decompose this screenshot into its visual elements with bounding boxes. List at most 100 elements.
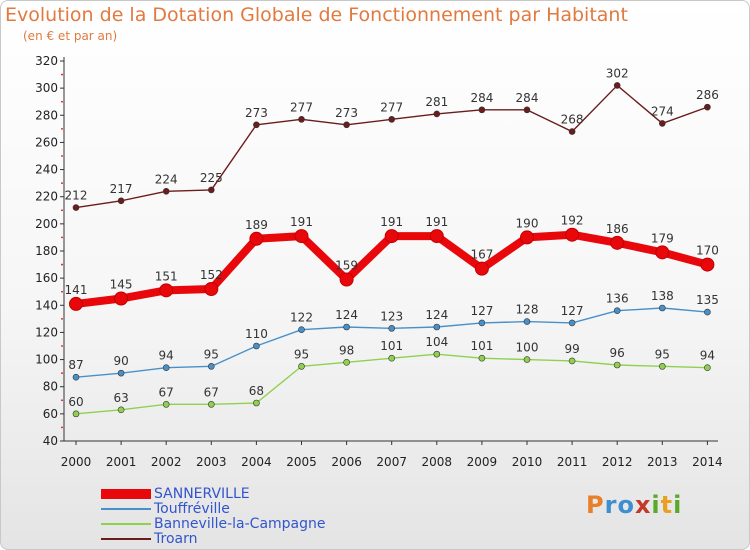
y-minor-tick xyxy=(61,182,63,185)
data-point xyxy=(658,120,666,127)
y-minor-tick xyxy=(61,100,63,103)
axes xyxy=(63,57,718,442)
data-label: 90 xyxy=(113,354,128,368)
data-point xyxy=(117,197,125,205)
x-tick-label: 2003 xyxy=(196,455,227,469)
data-label: 191 xyxy=(425,215,448,229)
data-point xyxy=(433,323,441,331)
y-minor-tick xyxy=(61,317,63,320)
data-label: 136 xyxy=(606,292,629,306)
y-minor-tick xyxy=(61,399,63,402)
series-troarn xyxy=(72,82,711,211)
data-label: 94 xyxy=(700,349,715,363)
data-point xyxy=(700,257,715,272)
data-point xyxy=(520,230,534,245)
y-minor-tick xyxy=(61,236,63,239)
data-point xyxy=(658,304,666,312)
x-tick-label: 2010 xyxy=(512,455,543,469)
data-label: 145 xyxy=(110,278,133,292)
data-label: 274 xyxy=(651,104,674,118)
y-minor-tick xyxy=(61,73,63,76)
data-point xyxy=(704,308,711,316)
data-label: 99 xyxy=(564,342,579,356)
data-point xyxy=(523,318,531,325)
data-point xyxy=(610,235,625,250)
data-point xyxy=(613,361,621,369)
data-point xyxy=(69,296,83,311)
y-tick-label: 260 xyxy=(35,135,58,149)
x-tick-label: 2012 xyxy=(602,455,633,469)
x-tick-label: 2001 xyxy=(106,455,137,469)
y-tick-label: 140 xyxy=(35,298,58,312)
x-tick-label: 2011 xyxy=(557,455,588,469)
data-label: 152 xyxy=(200,268,223,282)
y-tick-label: 200 xyxy=(35,217,58,231)
data-label: 123 xyxy=(380,309,403,323)
series-layer xyxy=(69,82,715,418)
data-point xyxy=(208,186,215,194)
data-label: 189 xyxy=(245,218,268,232)
data-point xyxy=(162,364,170,372)
data-point xyxy=(159,283,174,298)
data-point xyxy=(704,103,711,111)
data-point xyxy=(523,106,531,114)
data-label: 124 xyxy=(335,308,358,322)
data-label: 224 xyxy=(155,172,178,186)
y-tick-label: 100 xyxy=(35,353,58,367)
y-minor-tick xyxy=(61,127,63,130)
data-point xyxy=(294,229,309,244)
x-tick-label: 2009 xyxy=(467,455,498,469)
data-point xyxy=(613,307,621,315)
data-point xyxy=(568,357,576,365)
legend-swatch xyxy=(101,489,151,499)
data-point xyxy=(613,82,621,89)
legend-label: Touffréville xyxy=(154,501,230,517)
data-label: 167 xyxy=(470,248,493,262)
data-label: 179 xyxy=(651,231,674,245)
data-point xyxy=(298,326,305,334)
data-point xyxy=(388,116,396,123)
x-tick-label: 2004 xyxy=(241,455,272,469)
data-label: 191 xyxy=(290,215,313,229)
data-point xyxy=(478,319,486,327)
data-point xyxy=(433,350,441,358)
x-tick-label: 2002 xyxy=(151,455,182,469)
data-label: 190 xyxy=(516,216,539,230)
data-label: 94 xyxy=(159,349,174,363)
data-label: 191 xyxy=(380,215,403,229)
y-tick-label: 120 xyxy=(35,325,58,339)
data-label: 284 xyxy=(470,91,493,105)
data-label: 110 xyxy=(245,327,268,341)
data-point xyxy=(162,187,170,195)
data-point xyxy=(343,121,350,129)
data-label: 159 xyxy=(335,259,358,273)
legend-swatch xyxy=(101,538,151,540)
data-label: 186 xyxy=(606,222,629,236)
data-point xyxy=(117,369,125,377)
series-line xyxy=(75,353,709,415)
data-label: 286 xyxy=(696,88,719,102)
y-minor-tick xyxy=(61,345,63,347)
chart-title: Evolution de la Dotation Globale de Fonc… xyxy=(5,4,628,26)
data-label: 273 xyxy=(335,106,358,120)
data-point xyxy=(72,410,80,418)
y-minor-tick xyxy=(61,209,63,212)
data-point xyxy=(384,229,399,244)
data-label: 138 xyxy=(651,289,674,303)
data-point xyxy=(478,354,486,362)
data-point xyxy=(429,229,444,244)
data-label: 95 xyxy=(204,347,219,361)
y-minor-tick xyxy=(61,290,63,293)
data-point xyxy=(249,231,264,246)
data-label: 284 xyxy=(516,91,539,105)
data-label: 67 xyxy=(204,385,219,399)
legend-swatch xyxy=(101,508,151,510)
data-point xyxy=(655,245,670,260)
data-label: 68 xyxy=(249,384,264,398)
data-point xyxy=(339,272,354,287)
x-axis-ticks: 2000 2001 2002 2003 2004 2005 2006 2007 2008 2009… xyxy=(61,441,723,469)
data-point xyxy=(704,364,711,372)
data-point xyxy=(72,204,80,211)
